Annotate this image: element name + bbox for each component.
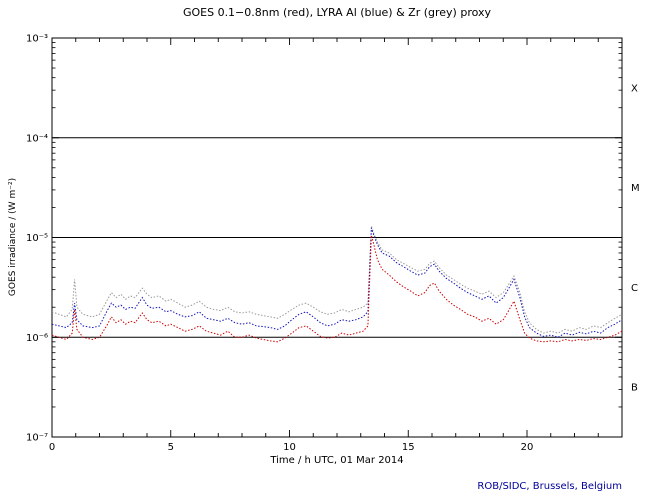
- flare-class-label: B: [631, 383, 638, 394]
- y-tick-label: 10⁻⁷: [26, 433, 48, 444]
- y-axis-title: GOES irradiance / (W m⁻²): [8, 177, 18, 297]
- flare-class-label: M: [631, 183, 640, 194]
- series-lyra-zr: [51, 225, 623, 334]
- y-tick-label: 10⁻⁴: [26, 133, 48, 144]
- y-tick-label: 10⁻⁶: [26, 333, 48, 344]
- flare-class-label: X: [631, 83, 638, 94]
- credit-text: ROB/SIDC, Brussels, Belgium: [477, 481, 622, 492]
- chart-title: GOES 0.1−0.8nm (red), LYRA Al (blue) & Z…: [182, 6, 492, 19]
- x-axis-title: Time / h UTC, 01 Mar 2014: [270, 455, 404, 466]
- x-tick-label: 10: [283, 442, 296, 453]
- series-lyra-al: [51, 227, 623, 338]
- x-tick-label: 5: [168, 442, 174, 453]
- y-tick-label: 10⁻³: [26, 34, 48, 45]
- series-goes: [51, 235, 623, 343]
- y-tick-label: 10⁻⁵: [26, 233, 48, 244]
- x-tick-label: 0: [49, 442, 55, 453]
- x-tick-label: 20: [521, 442, 534, 453]
- x-tick-label: 15: [402, 442, 415, 453]
- flare-class-label: C: [631, 283, 638, 294]
